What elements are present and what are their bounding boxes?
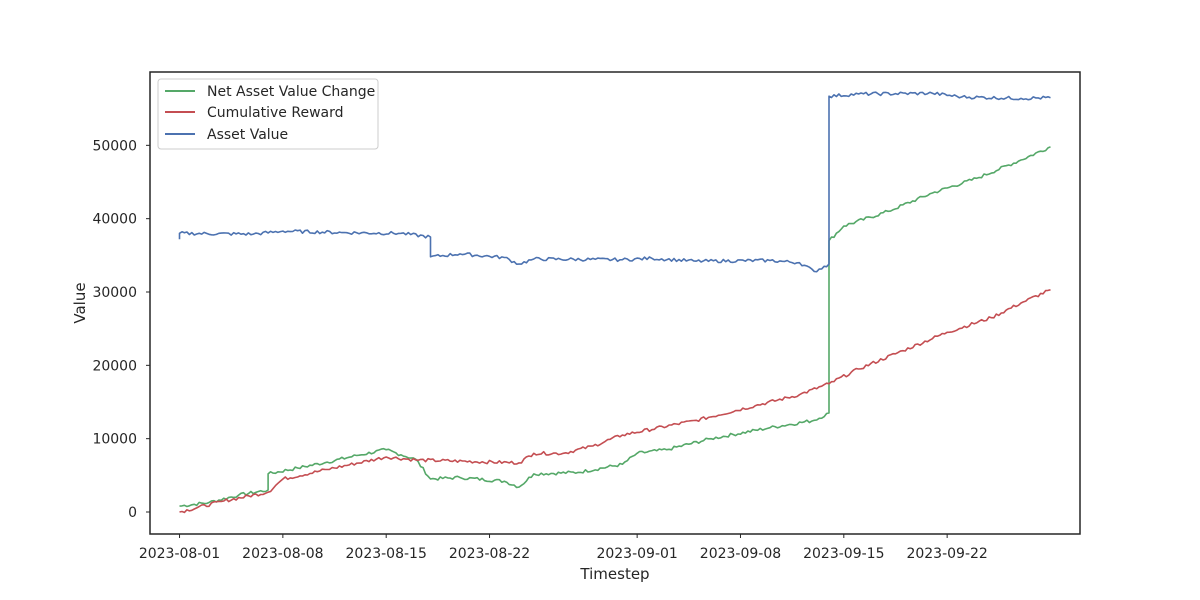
x-tick-label: 2023-09-15 — [803, 546, 884, 562]
x-tick-label: 2023-09-22 — [906, 546, 987, 562]
series-line-net-asset-value-change — [179, 146, 1051, 508]
y-axis-ticks: 0 10000 20000 30000 40000 50000 — [92, 138, 150, 521]
y-tick-label: 20000 — [92, 358, 137, 374]
y-tick-label: 0 — [128, 505, 137, 521]
y-tick-label: 30000 — [92, 285, 137, 301]
y-tick-label: 50000 — [92, 138, 137, 154]
legend-box — [157, 78, 379, 150]
y-axis-label: Value — [71, 282, 89, 323]
series-line-cumulative-reward — [179, 289, 1051, 514]
x-axis-ticks: 2023-08-01 2023-08-08 2023-08-15 2023-08-22… — [139, 534, 988, 562]
x-tick-label: 2023-09-01 — [596, 546, 677, 562]
x-axis-label: Timestep — [579, 565, 649, 583]
x-tick-label: 2023-08-08 — [242, 546, 323, 562]
series-layer — [178, 91, 1051, 514]
plot-frame — [149, 71, 1081, 535]
y-tick-label: 10000 — [92, 432, 137, 448]
series-line-asset-value — [178, 91, 1051, 273]
legend-label-cumulative-reward: Cumulative Reward — [207, 105, 344, 121]
x-tick-label: 2023-08-01 — [139, 546, 220, 562]
x-tick-label: 2023-08-22 — [449, 546, 530, 562]
x-tick-label: 2023-09-08 — [700, 546, 781, 562]
x-tick-label: 2023-08-15 — [346, 546, 427, 562]
legend-label-net-asset-value-change: Net Asset Value Change — [207, 84, 375, 100]
y-tick-label: 40000 — [92, 212, 137, 228]
legend: Net Asset Value Change Cumulative Reward… — [157, 78, 379, 150]
legend-label-asset-value: Asset Value — [207, 127, 288, 143]
